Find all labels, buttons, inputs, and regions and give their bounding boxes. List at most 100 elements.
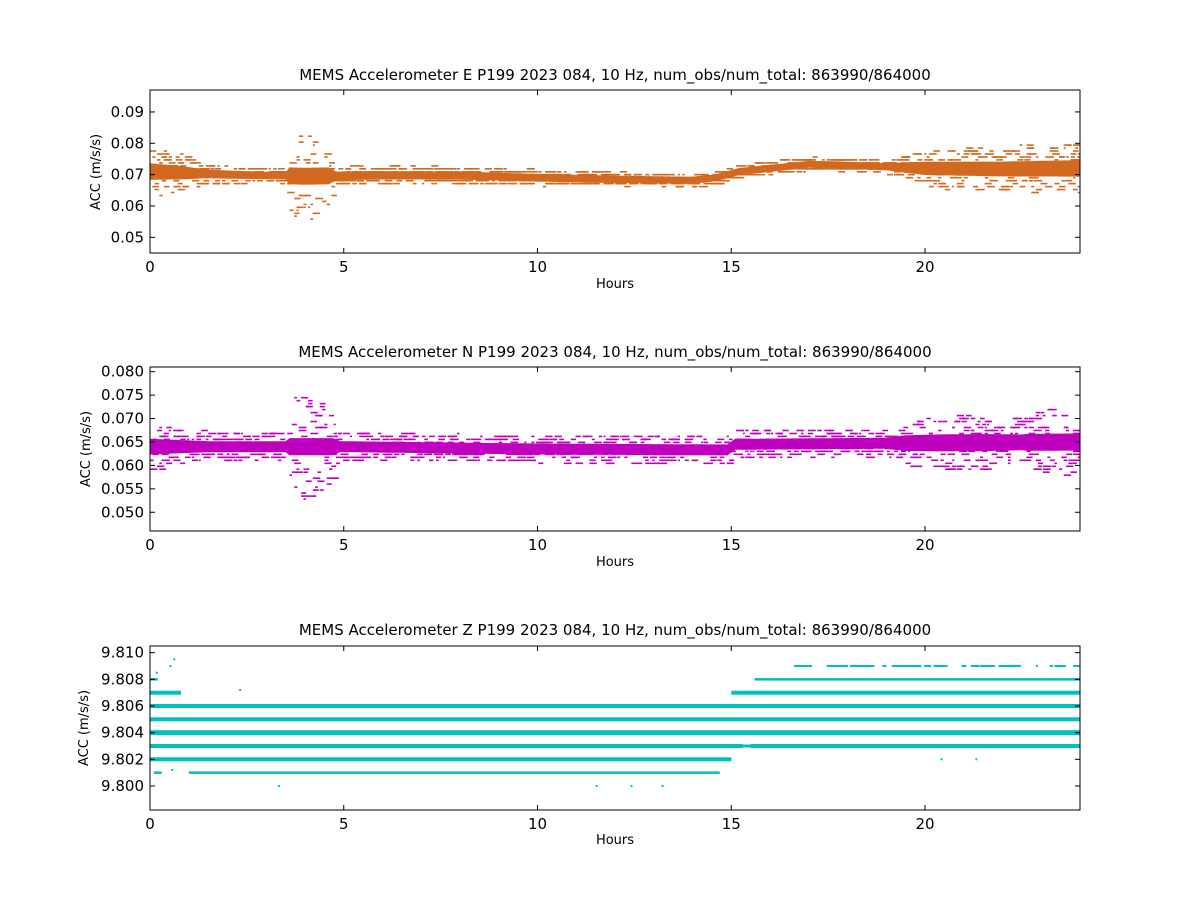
data-point-n <box>740 441 748 444</box>
data-point-e <box>935 179 941 182</box>
data-point-e <box>331 179 339 182</box>
data-point-e <box>566 173 570 176</box>
data-point-z <box>155 671 158 674</box>
data-point-n <box>408 450 411 453</box>
data-point-n <box>310 399 313 402</box>
data-point-e <box>680 176 683 179</box>
data-point-e <box>882 162 888 164</box>
data-point-n <box>666 450 672 453</box>
data-point-e <box>794 159 802 161</box>
data-point-e <box>173 179 180 182</box>
data-point-n <box>803 435 811 438</box>
data-point-n <box>947 468 955 470</box>
data-point-n <box>175 441 179 444</box>
data-point-e <box>535 176 543 179</box>
data-point-n <box>466 450 471 453</box>
data-point-n <box>157 447 164 450</box>
data-point-z <box>595 785 598 787</box>
data-point-e <box>903 168 908 170</box>
data-point-e <box>1061 179 1066 182</box>
data-point-n <box>324 462 332 465</box>
data-point-e <box>370 171 379 173</box>
data-point-n <box>512 453 520 456</box>
data-point-n <box>524 447 529 450</box>
data-point-n <box>329 414 334 417</box>
data-point-e <box>752 171 755 173</box>
data-point-n <box>749 450 752 453</box>
data-point-n <box>980 456 984 459</box>
data-points-z <box>150 658 1080 787</box>
data-point-n <box>787 450 792 453</box>
data-point-n <box>324 456 330 459</box>
data-point-e <box>631 179 636 182</box>
data-point-n <box>919 426 926 429</box>
data-point-e <box>191 168 196 170</box>
data-point-e <box>835 162 842 164</box>
data-point-e <box>431 182 434 185</box>
data-point-n <box>522 453 527 456</box>
data-point-e <box>549 176 557 179</box>
data-point-e <box>733 171 741 173</box>
data-point-n <box>677 447 685 450</box>
data-point-n <box>336 438 340 441</box>
data-point-e <box>531 182 534 185</box>
data-point-n <box>215 450 220 453</box>
data-point-n <box>180 435 184 438</box>
data-point-n <box>361 441 365 444</box>
data-point-n <box>926 417 931 420</box>
data-point-e <box>157 159 161 161</box>
data-point-n <box>803 444 812 447</box>
data-point-e <box>542 176 551 179</box>
data-point-n <box>315 486 318 488</box>
data-point-n <box>882 444 886 447</box>
data-point-n <box>403 444 410 447</box>
data-point-e <box>298 135 304 137</box>
data-point-n <box>1073 453 1076 456</box>
data-point-e <box>438 179 442 182</box>
data-point-e <box>375 179 381 182</box>
data-point-n <box>1003 438 1009 441</box>
data-point-e <box>310 218 314 220</box>
data-point-e <box>633 179 639 182</box>
data-point-n <box>257 444 264 447</box>
data-point-e <box>849 165 854 167</box>
data-point-n <box>840 447 843 450</box>
data-point-e <box>391 176 400 179</box>
data-level-z <box>150 757 732 762</box>
data-point-e <box>1031 168 1034 170</box>
data-point-n <box>801 432 804 435</box>
data-point-n <box>531 441 535 444</box>
data-point-n <box>794 447 797 450</box>
data-point-e <box>252 168 261 170</box>
data-point-n <box>1047 435 1050 438</box>
data-point-e <box>461 171 468 173</box>
data-point-e <box>891 162 897 164</box>
data-point-e <box>296 206 304 209</box>
data-point-n <box>710 447 715 450</box>
data-point-n <box>1012 438 1015 441</box>
data-point-e <box>1054 168 1060 170</box>
data-point-e <box>338 179 341 182</box>
data-point-n <box>945 465 950 468</box>
data-point-n <box>684 459 689 462</box>
data-point-n <box>391 441 400 444</box>
data-point-n <box>931 438 935 441</box>
data-point-e <box>942 182 946 185</box>
data-point-z <box>1007 665 1014 667</box>
data-point-e <box>573 179 578 182</box>
data-point-e <box>496 171 501 173</box>
data-point-e <box>196 185 201 188</box>
data-point-n <box>436 453 441 456</box>
data-point-e <box>496 176 501 179</box>
data-point-e <box>968 165 971 167</box>
data-point-e <box>417 168 425 170</box>
data-point-e <box>277 179 286 182</box>
data-point-n <box>294 396 297 399</box>
data-point-n <box>196 432 201 435</box>
data-point-e <box>1042 165 1051 167</box>
data-point-e <box>177 185 181 188</box>
data-point-n <box>1073 429 1080 432</box>
chart-panel-n: MEMS Accelerometer N P199 2023 084, 10 H… <box>79 343 1081 570</box>
data-point-n <box>1042 468 1051 470</box>
